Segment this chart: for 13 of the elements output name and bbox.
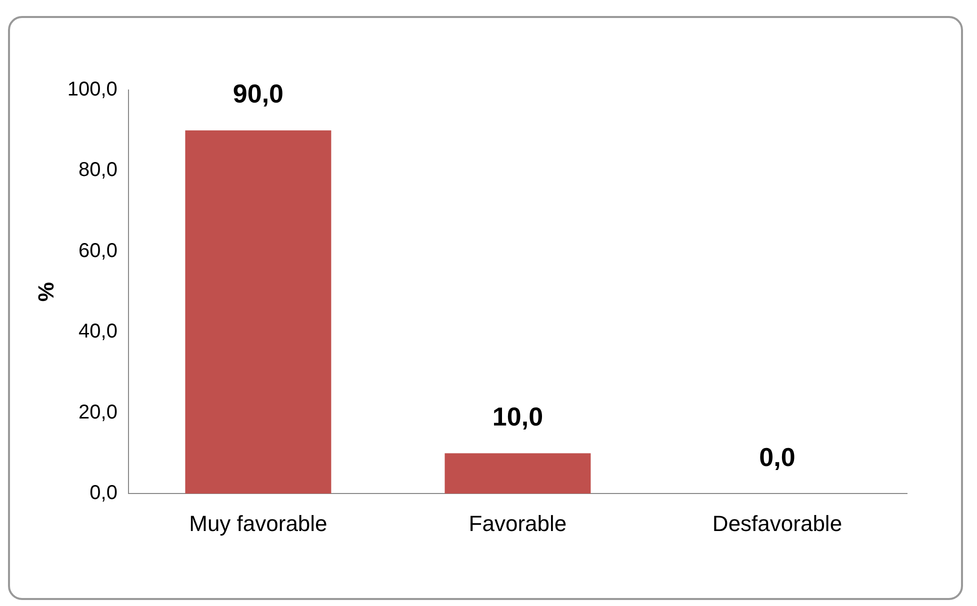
y-tick-label: 40,0: [78, 320, 118, 343]
x-tick-label: Desfavorable: [712, 510, 842, 536]
y-tick-label: 20,0: [78, 401, 118, 424]
y-tick-label: 60,0: [78, 240, 118, 262]
data-label: 0,0: [759, 442, 796, 472]
x-tick-label: Muy favorable: [189, 510, 328, 536]
y-tick-label: 80,0: [78, 159, 118, 182]
y-tick-label: 100,0: [67, 78, 118, 101]
y-axis-title: %: [33, 282, 58, 302]
y-tick-label: 0,0: [90, 482, 118, 504]
data-label: 90,0: [232, 78, 284, 109]
x-tick-label: Favorable: [468, 510, 567, 536]
data-label: 10,0: [492, 401, 544, 432]
